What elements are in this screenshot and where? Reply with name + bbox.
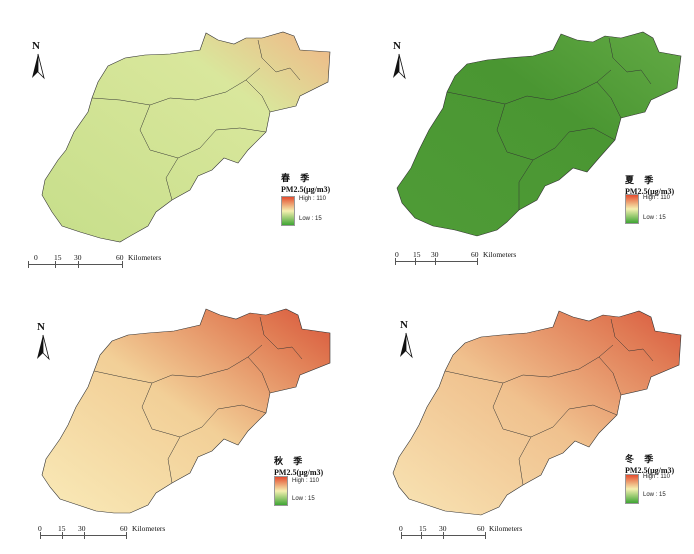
north-arrow: N xyxy=(29,40,47,80)
legend-low: Low : 15 xyxy=(292,496,315,502)
region-map xyxy=(41,31,331,243)
region-outline xyxy=(396,31,682,237)
scale-tick-label: 30 xyxy=(439,524,447,533)
legend: 夏 季 PM2.5(μg/m3) High : 110 Low : 15 xyxy=(625,173,694,224)
scale-tick-label: 60 xyxy=(116,253,124,262)
scale-tick-label: 15 xyxy=(54,253,62,262)
scale-bar: 0 15 30 60 Kilometers xyxy=(28,253,178,271)
map-panel-spring: N 春 季 PM2.5(μg/m3) High : 110 Low : 15 0… xyxy=(0,0,347,277)
scale-tick-label: 0 xyxy=(38,524,42,533)
north-arrow: N xyxy=(34,321,52,361)
scale-tick-label: 0 xyxy=(395,250,399,259)
region-map xyxy=(392,310,682,516)
north-label: N xyxy=(32,40,40,52)
legend-color-ramp xyxy=(625,194,639,224)
legend: 冬 季 PM2.5(μg/m3) High : 110 Low : 15 xyxy=(625,452,694,504)
region-outline xyxy=(41,308,331,514)
scale-units: Kilometers xyxy=(132,524,166,533)
north-arrow-icon xyxy=(400,332,413,359)
legend-low: Low : 15 xyxy=(643,215,666,221)
legend-high: High : 110 xyxy=(643,474,670,480)
north-arrow: N xyxy=(390,40,408,80)
scale-tick-label: 60 xyxy=(120,524,128,533)
legend-color-ramp xyxy=(281,196,295,226)
scale-tick-label: 60 xyxy=(471,250,479,259)
region-outline xyxy=(41,31,331,243)
scale-tick-label: 30 xyxy=(78,524,86,533)
scale-tick-label: 30 xyxy=(74,253,82,262)
legend: 春 季 PM2.5(μg/m3) High : 110 Low : 15 xyxy=(281,171,391,226)
scale-tick-label: 0 xyxy=(399,524,403,533)
legend-low: Low : 15 xyxy=(299,216,322,222)
scale-line xyxy=(395,261,477,266)
scale-units: Kilometers xyxy=(128,253,162,262)
region-map xyxy=(41,308,331,514)
scale-bar: 0 15 30 60 Kilometers xyxy=(36,524,186,542)
legend-high: High : 110 xyxy=(292,478,319,484)
legend-season: 春 季 xyxy=(281,173,314,183)
scale-bar: 0 15 30 60 Kilometers xyxy=(395,250,565,268)
region-outline xyxy=(392,310,682,516)
scale-tick-label: 15 xyxy=(58,524,66,533)
north-arrow: N xyxy=(397,319,415,359)
legend-high: High : 110 xyxy=(643,195,670,201)
scale-tick-label: 15 xyxy=(419,524,427,533)
scale-tick-label: 15 xyxy=(413,250,421,259)
north-arrow-icon xyxy=(32,53,45,80)
map-panel-winter: N 冬 季 PM2.5(μg/m3) High : 110 Low : 15 0… xyxy=(347,277,694,554)
legend-season: 秋 季 xyxy=(274,456,307,466)
map-panel-autumn: N 秋 季 PM2.5(μg/m3) High : 110 Low : 15 0… xyxy=(0,277,347,554)
scale-tick-label: 30 xyxy=(431,250,439,259)
scale-units: Kilometers xyxy=(489,524,523,533)
legend-unit: PM2.5(μg/m3) xyxy=(274,468,324,477)
legend-low: Low : 15 xyxy=(643,492,666,498)
scale-tick-label: 0 xyxy=(34,253,38,262)
legend-season: 冬 季 xyxy=(625,454,658,464)
north-label: N xyxy=(393,40,401,52)
scale-tick-label: 60 xyxy=(477,524,485,533)
region-map xyxy=(396,31,682,237)
north-arrow-icon xyxy=(37,334,50,361)
north-label: N xyxy=(37,321,45,333)
legend-season: 夏 季 xyxy=(625,175,658,185)
legend-color-ramp xyxy=(625,474,639,504)
legend-unit: PM2.5(μg/m3) xyxy=(281,185,331,194)
north-label: N xyxy=(400,319,408,331)
legend-color-ramp xyxy=(274,476,288,506)
scale-line xyxy=(28,264,122,269)
legend-unit: PM2.5(μg/m3) xyxy=(625,466,675,475)
legend-unit: PM2.5(μg/m3) xyxy=(625,187,675,196)
scale-units: Kilometers xyxy=(483,250,517,259)
legend-high: High : 110 xyxy=(299,196,326,202)
north-arrow-icon xyxy=(393,53,406,80)
scale-line xyxy=(40,535,126,540)
map-panel-summer: N 夏 季 PM2.5(μg/m3) High : 110 Low : 15 0… xyxy=(347,0,694,277)
scale-bar: 0 15 30 60 Kilometers xyxy=(397,524,567,542)
legend: 秋 季 PM2.5(μg/m3) High : 110 Low : 15 xyxy=(274,454,384,506)
